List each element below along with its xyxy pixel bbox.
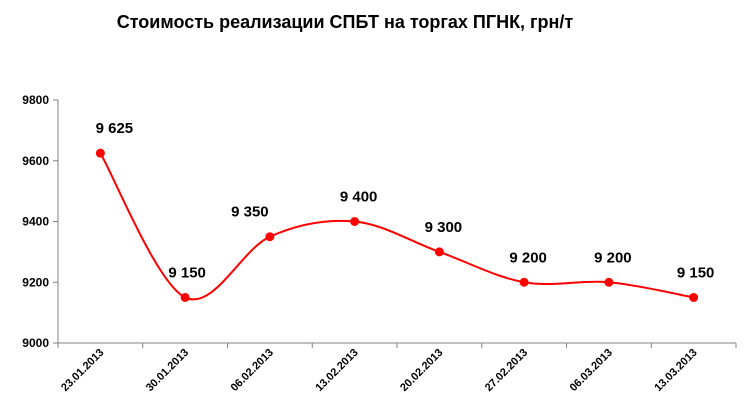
data-point [604, 277, 614, 287]
x-tick-label: 13.03.2013 [652, 347, 699, 394]
data-point [434, 247, 444, 257]
x-tick-label: 06.02.2013 [229, 347, 276, 394]
y-tick-label: 9800 [22, 93, 49, 107]
data-label: 9 350 [231, 204, 269, 221]
data-label: 9 150 [168, 264, 206, 281]
y-tick-label: 9400 [22, 215, 49, 229]
y-tick-label: 9600 [22, 154, 49, 168]
data-label: 9 150 [677, 264, 715, 281]
x-tick-label: 20.02.2013 [398, 347, 445, 394]
data-point [689, 292, 699, 302]
y-tick-label: 9000 [22, 336, 49, 350]
data-label: 9 200 [594, 249, 632, 266]
x-tick-label: 27.02.2013 [483, 347, 530, 394]
x-tick-label: 13.02.2013 [313, 347, 360, 394]
x-tick-label: 23.01.2013 [59, 347, 106, 394]
data-point [519, 277, 529, 287]
data-label: 9 200 [509, 249, 547, 266]
y-tick-label: 9200 [22, 275, 49, 289]
data-label: 9 400 [340, 189, 378, 206]
chart-title: Стоимость реализации СПБТ на торгах ПГНК… [116, 12, 574, 32]
data-point [95, 148, 105, 158]
data-point [265, 232, 275, 242]
data-label: 9 625 [96, 120, 134, 137]
x-tick-label: 30.01.2013 [144, 347, 191, 394]
x-tick-label: 06.03.2013 [568, 347, 615, 394]
data-point [350, 217, 360, 226]
data-label: 9 300 [425, 219, 463, 236]
data-point [180, 292, 190, 302]
